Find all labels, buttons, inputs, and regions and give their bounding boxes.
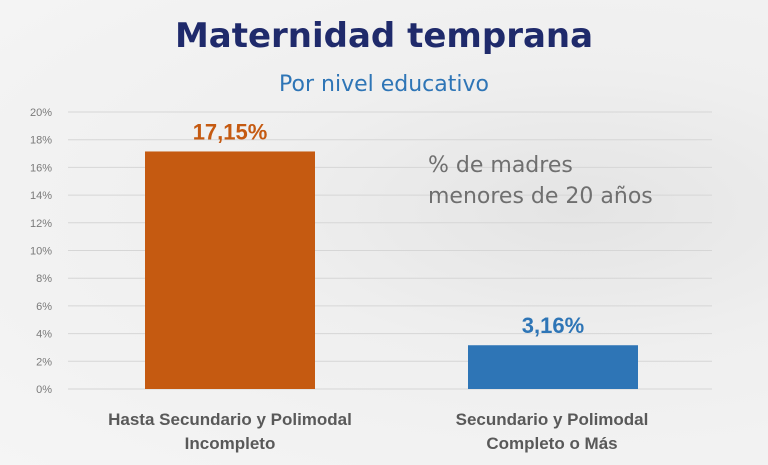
y-tick-label: 20% <box>30 107 52 119</box>
data-label: 3,16% <box>522 313 584 338</box>
chart-subtitle: Por nivel educativo <box>279 72 489 97</box>
y-tick-label: 10% <box>30 246 52 258</box>
y-tick-label: 6% <box>36 301 52 313</box>
chart-title: Maternidad temprana <box>174 16 594 56</box>
y-tick-label: 4% <box>36 329 52 341</box>
bar <box>145 151 315 389</box>
category-label-2: Secundario y Polimodal Completo o Más <box>382 408 722 456</box>
y-tick-label: 0% <box>36 384 52 396</box>
category-label-1-line-1: Hasta Secundario y Polimodal <box>108 410 352 429</box>
y-tick-label: 16% <box>30 162 52 174</box>
chart-annotation: % de madres menores de 20 años <box>428 150 653 212</box>
category-label-1-line-2: Incompleto <box>184 434 276 453</box>
annotation-line-1: % de madres <box>428 153 573 178</box>
category-label-2-line-1: Secundario y Polimodal <box>455 410 649 429</box>
y-tick-label: 2% <box>36 356 52 368</box>
y-tick-label: 18% <box>30 135 52 147</box>
category-label-2-line-2: Completo o Más <box>486 434 618 453</box>
category-label-1: Hasta Secundario y Polimodal Incompleto <box>60 408 400 456</box>
y-tick-label: 8% <box>36 273 52 285</box>
annotation-line-2: menores de 20 años <box>428 184 653 209</box>
data-label: 17,15% <box>193 119 268 144</box>
y-tick-label: 12% <box>30 218 52 230</box>
bar <box>468 345 638 389</box>
y-tick-label: 14% <box>30 190 52 202</box>
